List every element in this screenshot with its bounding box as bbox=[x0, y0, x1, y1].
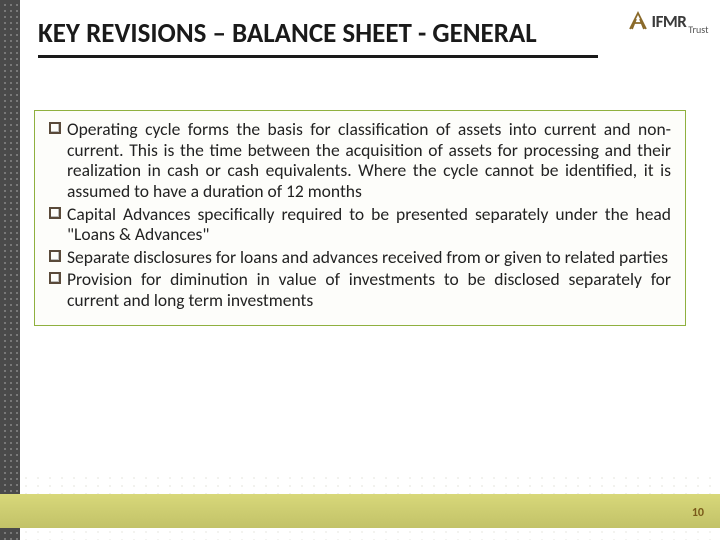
bullet-text: Operating cycle forms the basis for clas… bbox=[67, 119, 671, 202]
bullet-square-icon bbox=[49, 122, 61, 134]
bullet-square-icon bbox=[49, 250, 61, 262]
footer-band bbox=[0, 494, 720, 528]
bullet-item: Operating cycle forms the basis for clas… bbox=[49, 119, 671, 202]
bullet-text: Separate disclosures for loans and advan… bbox=[67, 247, 671, 268]
logo-text-main: IFMR bbox=[652, 11, 687, 32]
footer-dot-pattern-lower bbox=[20, 528, 720, 540]
bullet-item: Capital Advances specifically required t… bbox=[49, 204, 671, 245]
bullet-square-icon bbox=[49, 207, 61, 219]
logo: IFMR Trust bbox=[622, 4, 712, 38]
logo-text-sub: Trust bbox=[688, 23, 708, 36]
bullet-item: Separate disclosures for loans and advan… bbox=[49, 247, 671, 268]
logo-icon bbox=[626, 9, 650, 33]
content-box: Operating cycle forms the basis for clas… bbox=[34, 110, 686, 326]
bullet-text: Capital Advances specifically required t… bbox=[67, 204, 671, 245]
bullet-item: Provision for diminution in value of inv… bbox=[49, 269, 671, 310]
slide-title: KEY REVISIONS – BALANCE SHEET - GENERAL bbox=[38, 18, 598, 58]
page-number: 10 bbox=[692, 506, 704, 520]
left-sidebar-band bbox=[0, 0, 20, 540]
bullet-square-icon bbox=[49, 272, 61, 284]
footer-dot-pattern-upper bbox=[20, 474, 720, 494]
left-dot-pattern bbox=[0, 0, 20, 540]
bullet-text: Provision for diminution in value of inv… bbox=[67, 269, 671, 310]
